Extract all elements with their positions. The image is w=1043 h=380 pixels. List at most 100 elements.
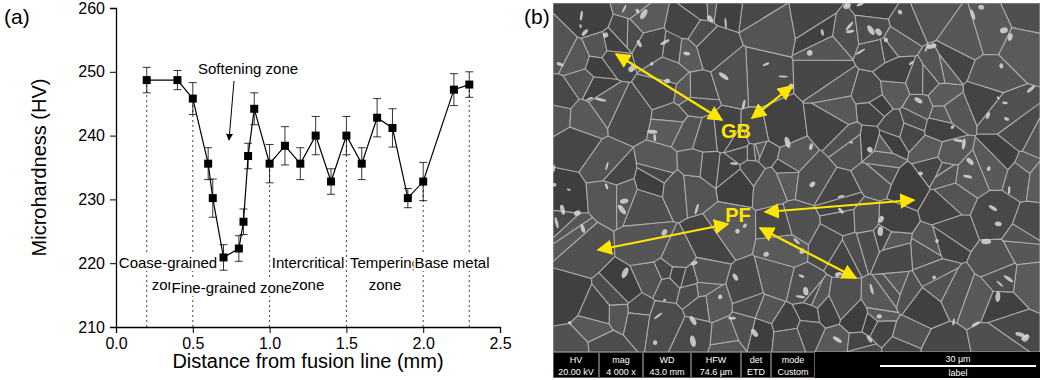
grain bbox=[553, 3, 613, 38]
particle bbox=[664, 78, 671, 84]
error-bar-cap bbox=[239, 208, 247, 209]
grain bbox=[670, 267, 686, 288]
grain bbox=[693, 113, 718, 152]
error-bar-cap bbox=[296, 147, 304, 148]
error-bar bbox=[173, 71, 181, 90]
zone-label-text: Intercritical bbox=[272, 254, 345, 271]
x-axis-title: Distance from fusion line (mm) bbox=[172, 350, 443, 372]
error-bar bbox=[244, 143, 252, 169]
error-bar bbox=[419, 162, 427, 200]
data-point bbox=[239, 218, 247, 226]
particle bbox=[568, 321, 572, 325]
particle bbox=[1026, 84, 1036, 93]
x-tick: 2.5 bbox=[489, 327, 511, 352]
info-value: Custom bbox=[777, 367, 808, 377]
particle bbox=[689, 335, 697, 347]
particle bbox=[1007, 33, 1013, 42]
particle bbox=[762, 62, 769, 67]
data-point bbox=[244, 152, 252, 160]
y-axis-line bbox=[110, 9, 117, 328]
grain bbox=[1013, 262, 1040, 313]
error-bar-cap bbox=[189, 114, 197, 115]
particle bbox=[849, 140, 853, 144]
particle bbox=[616, 203, 627, 215]
error-bar-cap bbox=[281, 164, 289, 165]
particle bbox=[688, 315, 697, 326]
error-bar bbox=[327, 169, 335, 195]
particle bbox=[988, 204, 998, 212]
y-axis: 210220230240250260 bbox=[78, 0, 116, 336]
grain bbox=[553, 167, 588, 213]
error-bar-cap bbox=[235, 235, 243, 236]
error-bar bbox=[373, 99, 381, 137]
error-bar-cap bbox=[404, 188, 412, 189]
data-point bbox=[404, 194, 412, 202]
particle bbox=[1008, 186, 1011, 194]
micrograph-ground bbox=[553, 3, 1040, 352]
particle bbox=[999, 63, 1004, 69]
grain bbox=[726, 254, 763, 303]
micrograph-label: GB bbox=[721, 120, 751, 142]
particle bbox=[953, 139, 963, 143]
particle bbox=[573, 209, 582, 217]
error-bar-cap bbox=[450, 105, 458, 106]
zone-label: Base metal bbox=[413, 254, 490, 271]
label-patch bbox=[171, 279, 294, 296]
data-point bbox=[204, 160, 212, 168]
error-bar-cap bbox=[173, 89, 181, 90]
particle bbox=[718, 71, 730, 81]
y-tick: 230 bbox=[78, 191, 116, 208]
error-bar-cap bbox=[465, 97, 473, 98]
label-patch bbox=[349, 254, 421, 271]
grain bbox=[877, 109, 904, 137]
zone-boundary bbox=[469, 85, 470, 327]
particle bbox=[996, 96, 1000, 100]
grain-texture bbox=[553, 3, 1040, 352]
grain bbox=[902, 288, 950, 329]
particle bbox=[866, 146, 874, 154]
zone-label: Fine-grained zone bbox=[171, 279, 294, 296]
particle bbox=[638, 8, 649, 21]
info-cell bbox=[644, 353, 691, 378]
panel-a: 0.00.51.01.52.02.5210220230240250260Dist… bbox=[4, 0, 512, 372]
zone-label-text: Base metal bbox=[414, 254, 489, 271]
particle bbox=[653, 134, 656, 141]
grain bbox=[724, 146, 747, 165]
y-tick-mark bbox=[110, 263, 116, 264]
particle bbox=[579, 11, 583, 21]
data-point bbox=[327, 178, 335, 186]
particle bbox=[897, 9, 903, 15]
x-tick-label: 0.0 bbox=[105, 335, 127, 352]
grain bbox=[967, 55, 1027, 93]
particle bbox=[884, 38, 889, 43]
panel-label: (a) bbox=[4, 5, 30, 28]
y-axis-title: Microhardness (HV) bbox=[28, 79, 50, 257]
data-point bbox=[143, 76, 151, 84]
particle bbox=[877, 314, 883, 319]
particle bbox=[750, 328, 760, 338]
grain bbox=[617, 179, 637, 230]
error-bar-cap bbox=[204, 147, 212, 148]
info-bar-ground bbox=[553, 352, 1040, 378]
grain bbox=[756, 204, 792, 239]
zone-boundary bbox=[146, 80, 147, 327]
grain bbox=[703, 202, 756, 261]
error-bar-cap bbox=[244, 168, 252, 169]
error-bar bbox=[404, 189, 412, 208]
grain bbox=[563, 69, 594, 99]
zone-label: zone bbox=[368, 276, 403, 293]
scale-bar bbox=[880, 365, 1036, 367]
grain bbox=[710, 316, 738, 345]
grain bbox=[739, 3, 795, 57]
x-tick: 1.0 bbox=[259, 327, 281, 352]
particle bbox=[995, 291, 1001, 302]
grain bbox=[664, 3, 700, 39]
particle bbox=[621, 4, 627, 13]
x-tick: 2.0 bbox=[413, 327, 435, 352]
error-bar bbox=[342, 116, 350, 154]
info-name: mode bbox=[782, 355, 805, 365]
grain bbox=[599, 257, 642, 303]
error-bar-cap bbox=[358, 147, 366, 148]
particle bbox=[832, 335, 843, 344]
particle bbox=[950, 124, 955, 129]
